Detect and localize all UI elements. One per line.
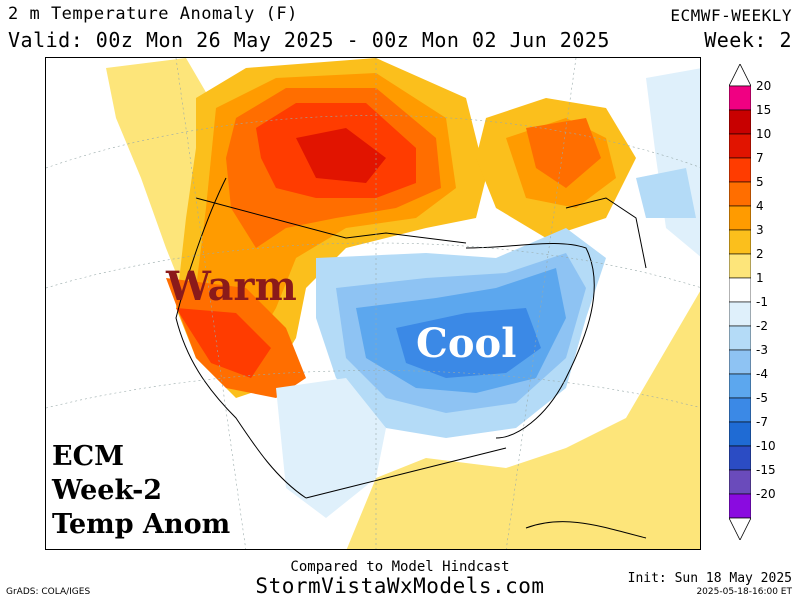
colorbar-swatch [729,397,751,423]
anomaly-map: Warm Cool ECM Week-2 Temp Anom [45,57,701,550]
cool-label: Cool [416,320,517,367]
warm-label: Warm [166,263,297,310]
colorbar-tick-label: 3 [756,223,764,237]
grads-credit: GrADS: COLA/IGES [6,587,91,597]
colorbar-tick-label: 5 [756,175,764,189]
colorbar-swatch [729,445,751,471]
model-name: ECMWF-WEEKLY [670,6,792,25]
colorbar-tick-label: 15 [756,103,772,117]
colorbar-swatch [729,493,751,519]
overlay-line-2: Week-2 [52,475,163,506]
colorbar-tick-label: -15 [756,463,776,477]
colorbar-swatch [729,325,751,351]
site-url: StormVistaWxModels.com [255,574,545,598]
overlay-line-1: ECM [52,441,124,472]
colorbar-swatch [729,229,751,255]
week-label: Week: 2 [704,28,792,52]
colorbar-tick-label: 10 [756,127,772,141]
colorbar-swatch [729,181,751,207]
colorbar-swatch [729,157,751,183]
colorbar-swatch [729,301,751,327]
map-title: 2 m Temperature Anomaly (F) [8,4,298,24]
colorbar-tick-label: -10 [756,439,776,453]
colorbar-top-arrow [729,64,751,87]
init-time: Init: Sun 18 May 2025 [627,571,792,586]
overlay-line-3: Temp Anom [52,509,231,540]
colorbar-swatch [729,469,751,495]
colorbar-swatch [729,421,751,447]
colorbar-swatch [729,109,751,135]
colorbar-tick-label: 2 [756,247,764,261]
colorbar-tick-label: 20 [756,79,772,93]
colorbar-swatch [729,373,751,399]
colorbar-swatch [729,85,751,111]
valid-period: Valid: 00z Mon 26 May 2025 - 00z Mon 02 … [8,28,610,52]
colorbar-swatch [729,253,751,279]
colorbar-tick-label: 1 [756,271,764,285]
colorbar-tick-label: -7 [756,415,768,429]
colorbar-tick-label: -5 [756,391,768,405]
colorbar-tick-label: -1 [756,295,768,309]
colorbar [729,64,751,540]
colorbar-tick-label: -20 [756,487,776,501]
colorbar-swatch [729,277,751,303]
timestamp: 2025-05-18-16:00 ET [696,587,792,597]
overlay-caption: ECM Week-2 Temp Anom [52,440,230,542]
colorbar-bottom-arrow [729,517,751,540]
colorbar-tick-label: -4 [756,367,768,381]
map-canvas [46,58,700,549]
hindcast-note: Compared to Model Hindcast [290,559,510,575]
colorbar-tick-label: -2 [756,319,768,333]
colorbar-tick-label: 7 [756,151,764,165]
colorbar-swatch [729,349,751,375]
colorbar-tick-label: 4 [756,199,764,213]
colorbar-swatch [729,205,751,231]
colorbar-tick-label: -3 [756,343,768,357]
colorbar-swatch [729,133,751,159]
